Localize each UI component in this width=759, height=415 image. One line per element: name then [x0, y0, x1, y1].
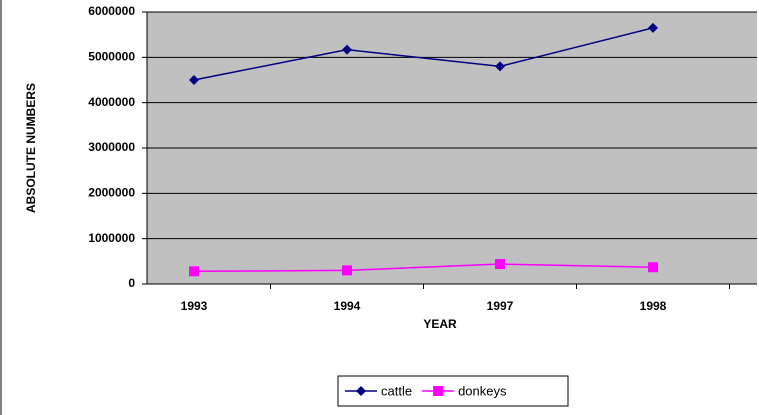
data-point — [648, 22, 658, 33]
x-axis-title: YEAR — [423, 317, 457, 331]
data-point — [495, 259, 505, 270]
y-tick-label: 2000000 — [88, 186, 135, 200]
y-tick-label: 1000000 — [88, 231, 135, 245]
series-line — [193, 263, 654, 273]
y-tick-label: 3000000 — [88, 140, 135, 154]
x-tick-label: 1993 — [181, 299, 208, 313]
y-tick-label: 6000000 — [88, 4, 135, 18]
y-tick-label: 0 — [128, 276, 135, 290]
series-line — [193, 27, 654, 81]
data-point — [189, 75, 199, 85]
x-tick-label: 1997 — [487, 299, 514, 313]
legend-swatch — [356, 386, 366, 396]
y-tick-label: 4000000 — [88, 95, 135, 109]
data-point — [495, 61, 505, 72]
legend-label: cattle — [381, 383, 412, 398]
legend-swatch — [433, 386, 444, 396]
y-tick-label: 5000000 — [88, 50, 135, 64]
x-tick-label: 1998 — [640, 299, 667, 313]
x-tick-label: 1994 — [334, 299, 361, 313]
y-axis-title: ABSOLUTE NUMBERS — [24, 83, 38, 213]
data-point — [189, 266, 199, 277]
data-point — [648, 262, 658, 273]
data-point — [342, 44, 352, 55]
legend: cattle donkeys — [337, 375, 569, 407]
legend-label: donkeys — [458, 383, 507, 398]
data-point — [342, 265, 352, 276]
